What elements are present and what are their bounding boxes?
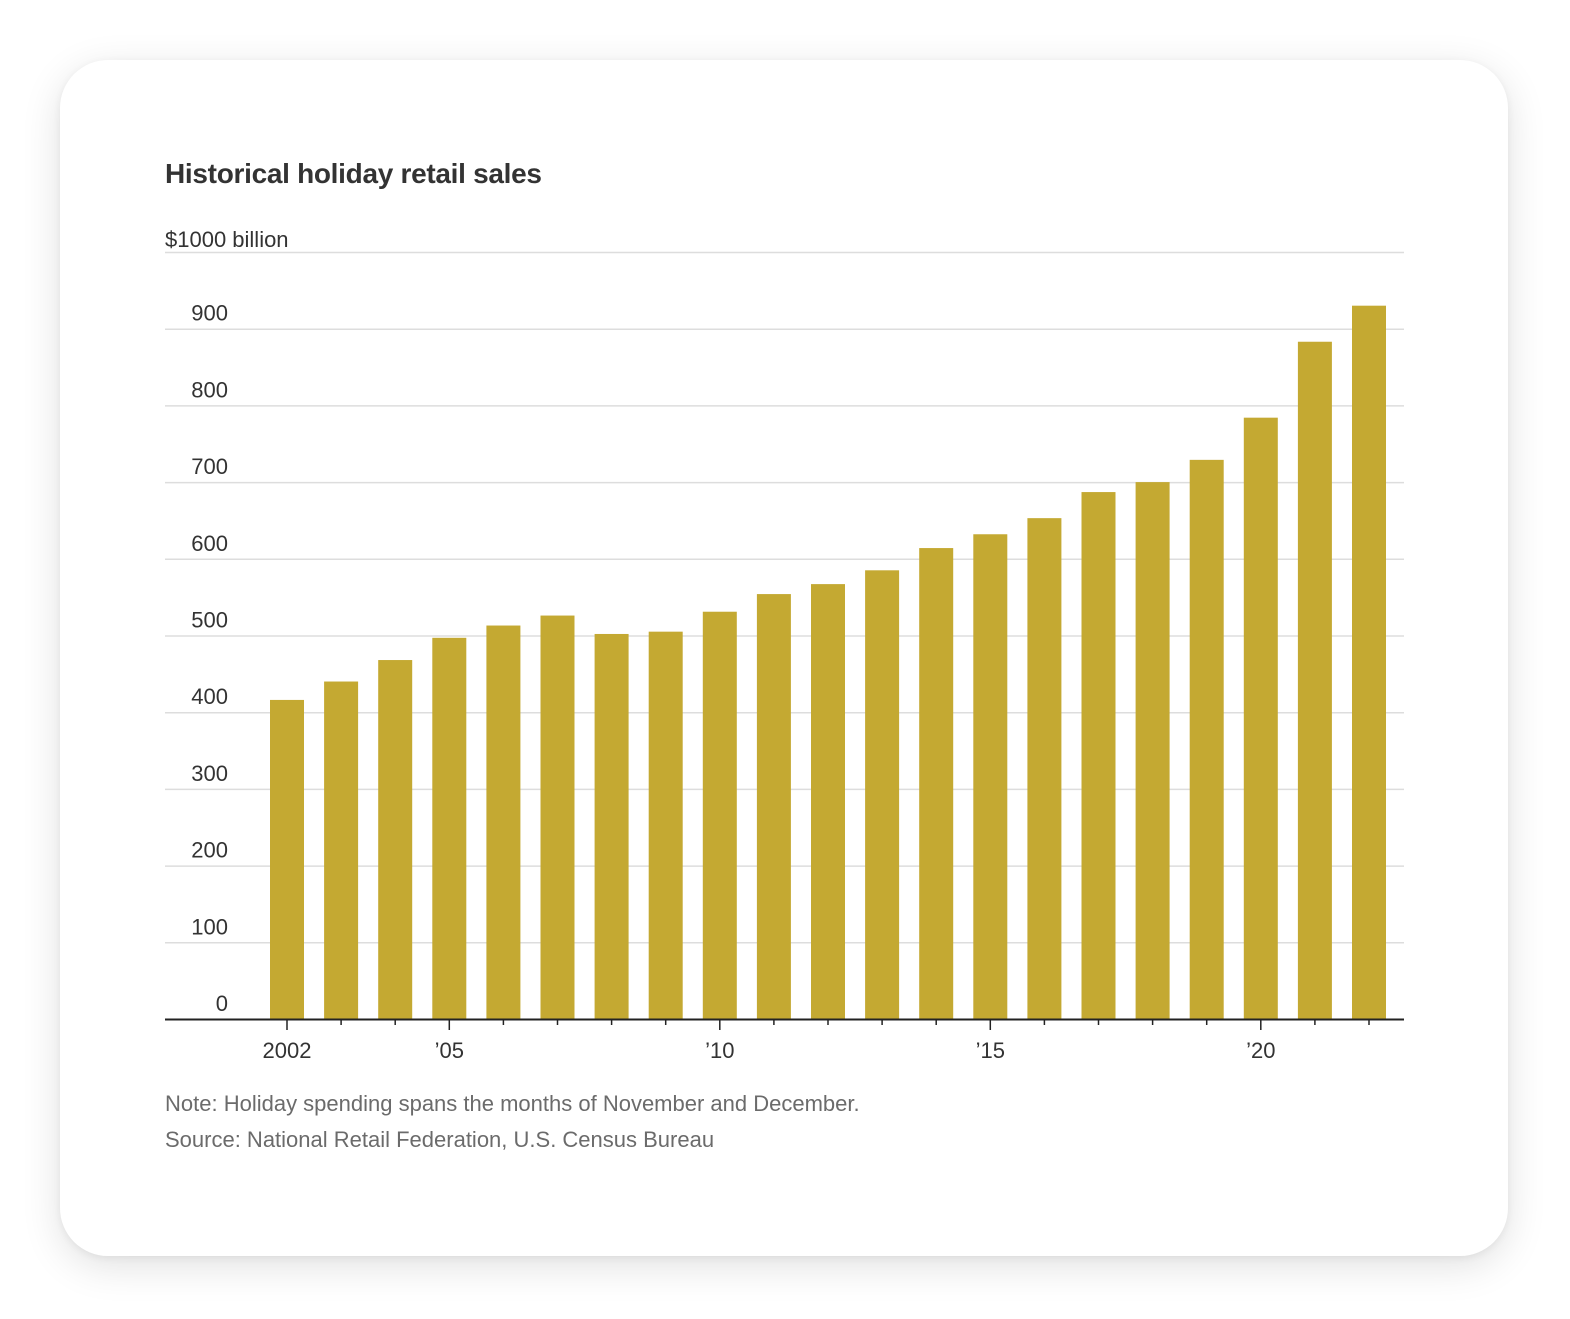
bar-2003 xyxy=(324,681,359,1019)
bar-2005 xyxy=(432,637,467,1019)
bar-2015 xyxy=(973,534,1008,1019)
bar-2021 xyxy=(1297,341,1332,1019)
bar-2019 xyxy=(1189,459,1224,1019)
bars xyxy=(270,305,1386,1020)
unit-label: $1000 billion xyxy=(165,227,289,252)
x-tick-label-2020: ’20 xyxy=(1246,1038,1275,1063)
bar-2007 xyxy=(540,615,575,1019)
bar-2013 xyxy=(865,570,900,1019)
bar-2017 xyxy=(1081,492,1116,1019)
chart-note: Note: Holiday spending spans the months … xyxy=(165,1091,860,1116)
y-tick-label-900: 900 xyxy=(191,301,228,326)
bar-2006 xyxy=(486,625,521,1019)
chart-source: Source: National Retail Federation, U.S.… xyxy=(165,1127,715,1152)
bar-2012 xyxy=(811,584,845,1019)
x-tick-label-2015: ’15 xyxy=(976,1038,1005,1063)
y-tick-label-200: 200 xyxy=(191,838,228,863)
bar-2008 xyxy=(594,633,629,1019)
bar-2014 xyxy=(919,548,954,1019)
y-tick-label-600: 600 xyxy=(191,531,228,556)
x-tick-label-2005: ’05 xyxy=(435,1038,464,1063)
bar-2018 xyxy=(1135,482,1170,1020)
y-tick-label-100: 100 xyxy=(191,914,228,939)
y-axis-labels: 0 100 200 300 400 500 600 700 800 900 xyxy=(191,301,228,1016)
bar-2016 xyxy=(1027,518,1062,1019)
bar-2022 xyxy=(1352,305,1386,1019)
y-tick-label-800: 800 xyxy=(191,377,228,402)
y-tick-label-500: 500 xyxy=(191,608,228,633)
y-tick-label-300: 300 xyxy=(191,761,228,786)
bar-2002 xyxy=(270,699,304,1019)
bar-2011 xyxy=(756,594,791,1019)
x-tick-label-2002: 2002 xyxy=(263,1038,312,1063)
bar-2009 xyxy=(648,631,683,1019)
y-tick-label-700: 700 xyxy=(191,454,228,479)
x-axis-ticks: 2002 ’05 ’10 ’15 ’20 xyxy=(263,1020,1370,1063)
x-tick-label-2010: ’10 xyxy=(705,1038,734,1063)
y-tick-label-0: 0 xyxy=(216,991,228,1016)
bar-2004 xyxy=(378,660,413,1019)
chart-title: Historical holiday retail sales xyxy=(165,158,542,189)
bar-2010 xyxy=(702,611,737,1019)
y-tick-label-400: 400 xyxy=(191,684,228,709)
bar-2020 xyxy=(1243,417,1278,1019)
